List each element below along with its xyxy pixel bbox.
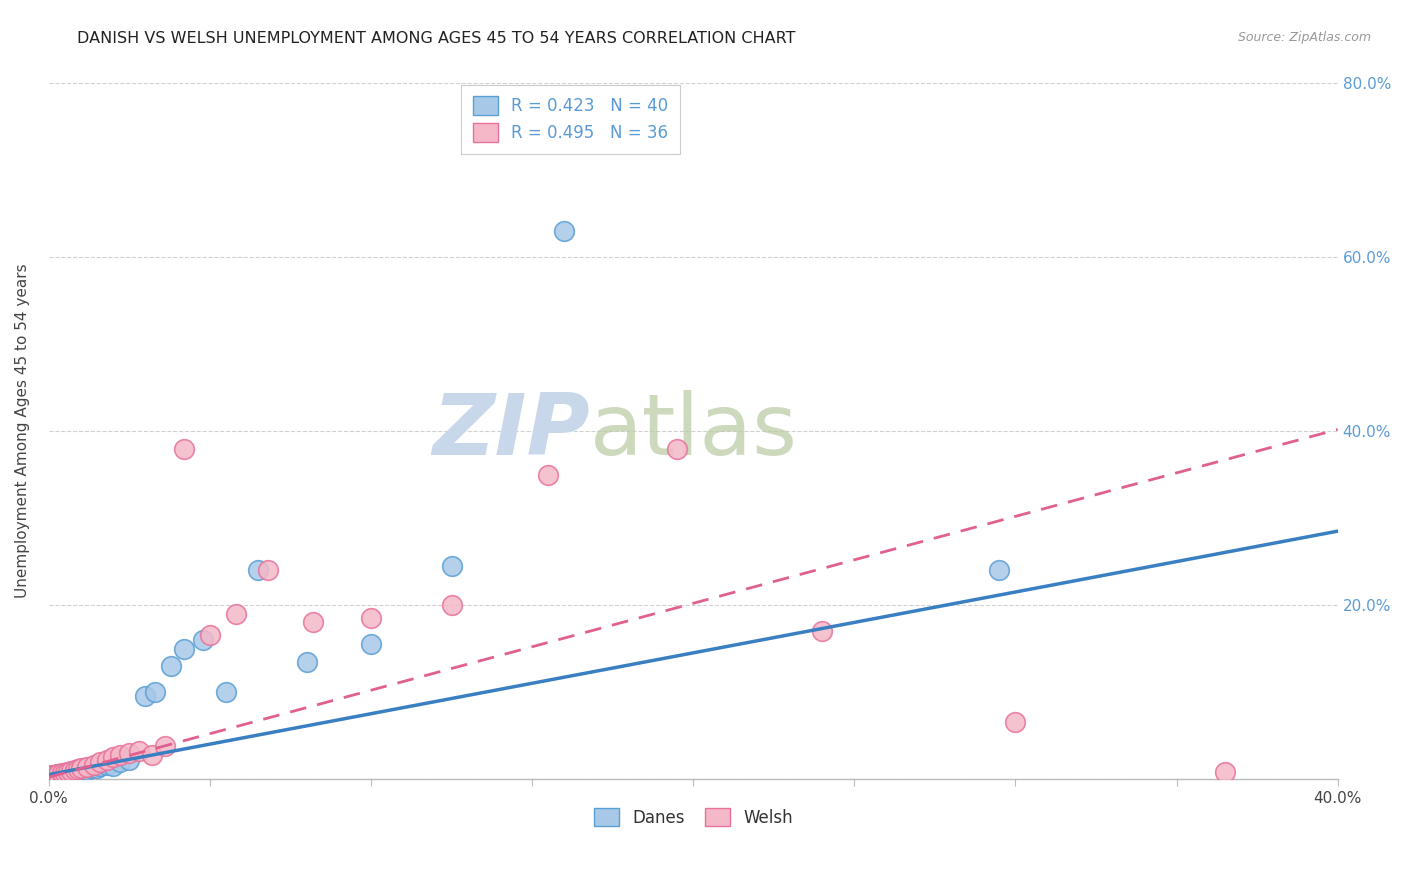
Point bbox=[66, 764, 89, 779]
Point bbox=[1004, 715, 1026, 730]
Point bbox=[48, 768, 70, 782]
Point bbox=[53, 766, 76, 780]
Point bbox=[41, 768, 63, 782]
Point bbox=[173, 641, 195, 656]
Point bbox=[44, 768, 66, 782]
Point bbox=[96, 758, 118, 772]
Point bbox=[41, 769, 63, 783]
Point bbox=[73, 762, 96, 776]
Point bbox=[225, 607, 247, 621]
Point bbox=[89, 755, 111, 769]
Point bbox=[295, 655, 318, 669]
Point bbox=[247, 563, 270, 577]
Point bbox=[41, 770, 63, 784]
Point bbox=[79, 761, 101, 775]
Point bbox=[63, 763, 86, 777]
Point bbox=[160, 659, 183, 673]
Point bbox=[553, 224, 575, 238]
Point bbox=[96, 753, 118, 767]
Point bbox=[51, 767, 73, 781]
Point bbox=[153, 739, 176, 753]
Point bbox=[108, 747, 131, 762]
Point bbox=[360, 637, 382, 651]
Point bbox=[48, 767, 70, 781]
Point bbox=[48, 766, 70, 780]
Point bbox=[89, 759, 111, 773]
Point bbox=[63, 764, 86, 778]
Point bbox=[360, 611, 382, 625]
Point bbox=[143, 685, 166, 699]
Point bbox=[118, 746, 141, 760]
Text: DANISH VS WELSH UNEMPLOYMENT AMONG AGES 45 TO 54 YEARS CORRELATION CHART: DANISH VS WELSH UNEMPLOYMENT AMONG AGES … bbox=[77, 31, 796, 46]
Point bbox=[48, 766, 70, 780]
Point bbox=[666, 442, 689, 456]
Point bbox=[1213, 764, 1236, 779]
Point bbox=[51, 766, 73, 780]
Point bbox=[134, 690, 156, 704]
Point bbox=[537, 467, 560, 482]
Text: atlas: atlas bbox=[591, 390, 799, 473]
Point bbox=[811, 624, 834, 639]
Point bbox=[302, 615, 325, 630]
Point bbox=[103, 750, 125, 764]
Legend: Danes, Welsh: Danes, Welsh bbox=[588, 801, 799, 833]
Point bbox=[51, 765, 73, 780]
Point bbox=[198, 628, 221, 642]
Point bbox=[173, 442, 195, 456]
Point bbox=[44, 767, 66, 781]
Point bbox=[257, 563, 280, 577]
Point bbox=[51, 766, 73, 780]
Point bbox=[44, 769, 66, 783]
Point bbox=[41, 769, 63, 783]
Text: Source: ZipAtlas.com: Source: ZipAtlas.com bbox=[1237, 31, 1371, 45]
Point bbox=[141, 747, 163, 762]
Point bbox=[70, 763, 93, 777]
Point bbox=[118, 753, 141, 767]
Point bbox=[48, 767, 70, 781]
Point bbox=[83, 758, 105, 772]
Point bbox=[56, 765, 79, 780]
Point bbox=[108, 755, 131, 769]
Point bbox=[53, 765, 76, 780]
Point bbox=[76, 763, 98, 777]
Point bbox=[193, 632, 215, 647]
Point bbox=[56, 764, 79, 779]
Point bbox=[76, 760, 98, 774]
Point bbox=[53, 765, 76, 780]
Point bbox=[128, 744, 150, 758]
Point bbox=[86, 761, 108, 775]
Point bbox=[60, 764, 83, 778]
Point bbox=[988, 563, 1011, 577]
Point bbox=[44, 768, 66, 782]
Point bbox=[440, 558, 463, 573]
Point bbox=[70, 762, 93, 776]
Point bbox=[103, 759, 125, 773]
Point bbox=[440, 598, 463, 612]
Y-axis label: Unemployment Among Ages 45 to 54 years: Unemployment Among Ages 45 to 54 years bbox=[15, 264, 30, 599]
Point bbox=[44, 767, 66, 781]
Point bbox=[56, 764, 79, 779]
Point bbox=[66, 763, 89, 777]
Point bbox=[41, 768, 63, 782]
Point bbox=[60, 764, 83, 779]
Point bbox=[215, 685, 238, 699]
Text: ZIP: ZIP bbox=[433, 390, 591, 473]
